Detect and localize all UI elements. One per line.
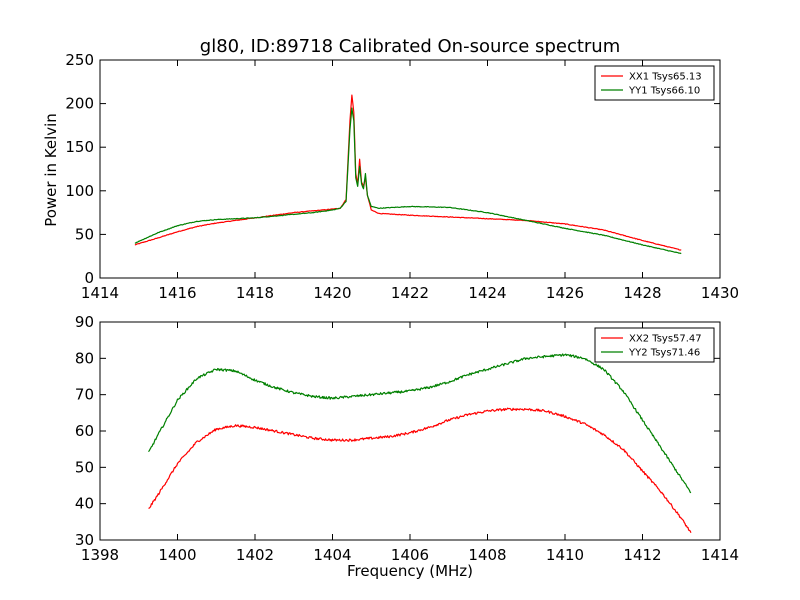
y-tick-label: 200: [65, 95, 94, 113]
legend-label: XX2 Tsys57.47: [629, 334, 702, 345]
series-line-yy1: [134, 107, 682, 255]
x-tick-label: 1428: [623, 284, 661, 302]
series-line-yy2: [147, 353, 692, 494]
x-tick-label: 1422: [391, 284, 429, 302]
y-tick-label: 50: [75, 458, 94, 476]
x-tick-label: 1416: [158, 284, 196, 302]
y-tick-label: 0: [84, 269, 94, 287]
y-tick-label: 50: [75, 225, 94, 243]
x-tick-label: 1418: [236, 284, 274, 302]
x-tick-label: 1424: [468, 284, 506, 302]
x-tick-label: 1426: [546, 284, 584, 302]
chart-title: gl80, ID:89718 Calibrated On-source spec…: [200, 36, 620, 57]
y-tick-label: 30: [75, 531, 94, 549]
x-tick-label: 1414: [81, 284, 119, 302]
y-tick-label: 60: [75, 422, 94, 440]
x-tick-label: 1420: [313, 284, 351, 302]
x-tick-label: 1404: [313, 546, 351, 564]
x-tick-label: 1398: [81, 546, 119, 564]
legend-box: [594, 65, 715, 101]
x-tick-label: 1414: [701, 546, 739, 564]
y-tick-label: 70: [75, 386, 94, 404]
x-tick-label: 1402: [236, 546, 274, 564]
legend-label: YY1 Tsys66.10: [628, 86, 700, 97]
y-tick-label: 100: [65, 182, 94, 200]
y-tick-label: 80: [75, 349, 94, 367]
y-tick-label: 250: [65, 51, 94, 69]
series-line-xx1: [134, 94, 682, 251]
legend-label: YY2 Tsys71.46: [628, 348, 700, 359]
legend-box: [594, 327, 715, 363]
top-spectrum-panel: gl80, ID:89718 Calibrated On-source spec…: [42, 36, 739, 302]
x-axis-label: Frequency (MHz): [347, 562, 473, 580]
y-tick-label: 150: [65, 138, 94, 156]
legend-label: XX1 Tsys65.13: [629, 72, 702, 83]
x-tick-label: 1406: [391, 546, 429, 564]
bottom-spectrum-panel: Frequency (MHz) 1398 1400 1402 1404 1406 1408…: [75, 313, 739, 580]
x-tick-label: 1412: [623, 546, 661, 564]
x-tick-label: 1410: [546, 546, 584, 564]
x-tick-label: 1400: [158, 546, 196, 564]
x-tick-label: 1408: [468, 546, 506, 564]
x-tick-label: 1430: [701, 284, 739, 302]
y-tick-label: 40: [75, 495, 94, 513]
y-axis-label: Power in Kelvin: [42, 113, 60, 227]
series-line-xx2: [148, 407, 692, 533]
y-tick-label: 90: [75, 313, 94, 331]
